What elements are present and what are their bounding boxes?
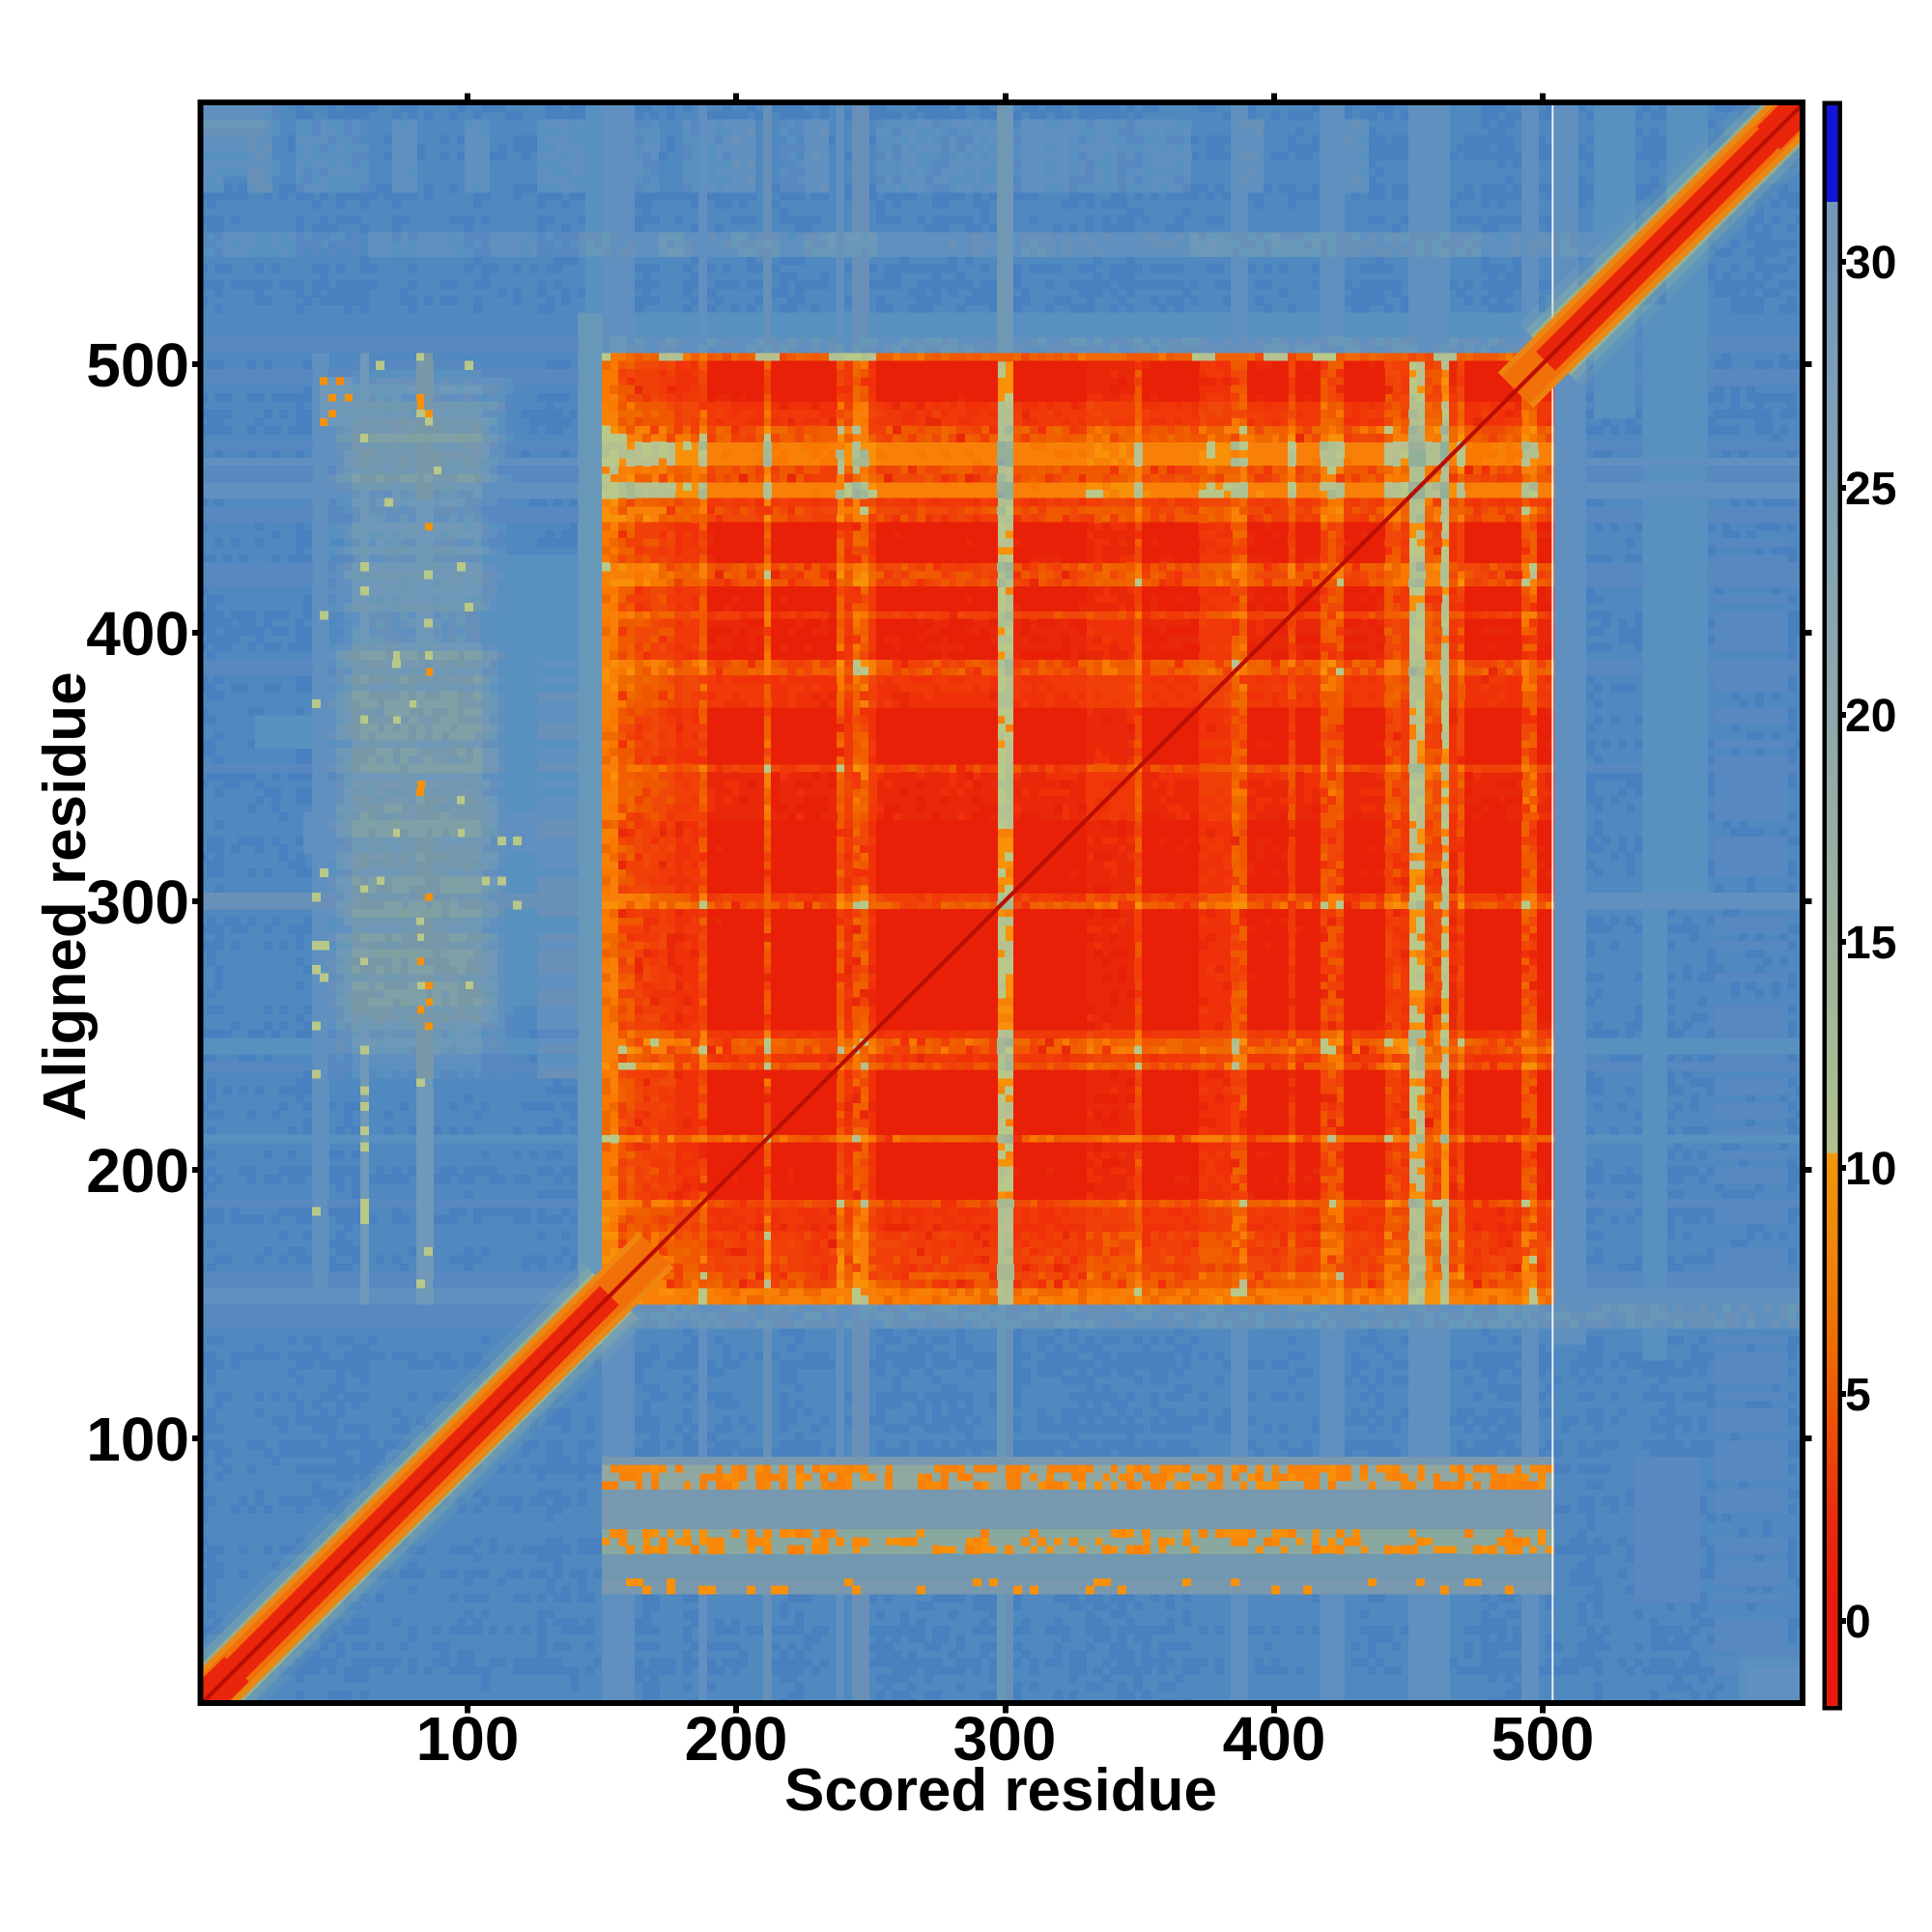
svg-text:30: 30 xyxy=(1845,238,1896,289)
svg-text:200: 200 xyxy=(86,1136,189,1206)
svg-text:400: 400 xyxy=(1223,1704,1326,1774)
svg-text:300: 300 xyxy=(953,1704,1057,1774)
svg-text:100: 100 xyxy=(86,1405,189,1474)
svg-text:15: 15 xyxy=(1845,918,1896,969)
svg-text:100: 100 xyxy=(416,1704,520,1774)
svg-text:500: 500 xyxy=(86,330,189,400)
svg-text:Aligned residue: Aligned residue xyxy=(32,671,99,1121)
svg-text:400: 400 xyxy=(86,599,189,668)
svg-text:Scored residue: Scored residue xyxy=(784,1757,1217,1824)
svg-text:25: 25 xyxy=(1845,464,1896,515)
svg-text:20: 20 xyxy=(1845,691,1896,742)
svg-text:500: 500 xyxy=(1492,1704,1595,1774)
svg-text:300: 300 xyxy=(86,867,189,937)
svg-text:10: 10 xyxy=(1845,1144,1896,1195)
svg-text:5: 5 xyxy=(1845,1370,1871,1421)
svg-text:0: 0 xyxy=(1845,1597,1871,1648)
svg-text:200: 200 xyxy=(685,1704,788,1774)
